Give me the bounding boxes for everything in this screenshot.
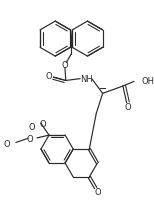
Text: O: O [94, 187, 101, 196]
Text: O: O [26, 135, 33, 144]
Text: O: O [62, 61, 68, 70]
Text: O: O [46, 72, 53, 81]
Text: O: O [28, 123, 35, 132]
Text: NH: NH [80, 75, 92, 84]
Text: OH: OH [141, 77, 154, 86]
Text: O: O [3, 139, 10, 148]
Text: O: O [124, 102, 131, 111]
Text: O: O [39, 120, 46, 129]
